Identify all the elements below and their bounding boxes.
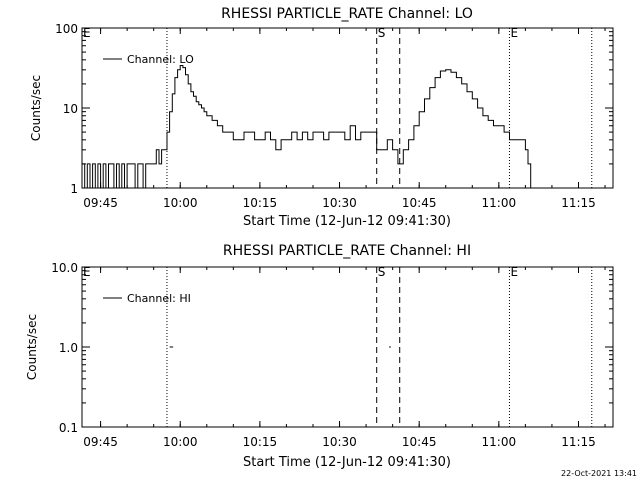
lo-y-tick-label: 1 xyxy=(70,182,78,196)
hi-y-tick-label: 1.0 xyxy=(59,341,78,355)
lo-event-marker-label: S xyxy=(378,26,386,40)
hi-x-axis-label: Start Time (12-Jun-12 09:41:30) xyxy=(243,455,451,470)
lo-chart-title: RHESSI PARTICLE_RATE Channel: LO xyxy=(221,6,473,22)
hi-x-tick-label: 09:45 xyxy=(83,435,118,449)
hi-y-tick-label: 0.1 xyxy=(59,421,78,435)
lo-legend: Channel: LO xyxy=(103,53,194,66)
lo-count-rate-line xyxy=(82,65,532,189)
hi-y-tick-label: 10.0 xyxy=(51,261,78,275)
hi-event-marker-label: E xyxy=(510,265,518,279)
hi-legend: Channel: HI xyxy=(103,292,191,305)
lo-x-tick-label: 10:45 xyxy=(402,196,437,210)
hi-x-tick-label: 11:15 xyxy=(561,435,596,449)
hi-channel-panel: RHESSI PARTICLE_RATE Channel: HI Counts/… xyxy=(25,243,614,470)
hi-event-marker-label: E xyxy=(83,265,91,279)
lo-series-line xyxy=(82,65,532,189)
lo-x-tick-label: 10:30 xyxy=(322,196,357,210)
hi-x-tick-label: 10:00 xyxy=(163,435,198,449)
hi-x-tick-label: 11:00 xyxy=(482,435,517,449)
lo-x-tick-label: 11:00 xyxy=(482,196,517,210)
lo-event-marker-label: E xyxy=(510,26,518,40)
hi-event-marker-label: S xyxy=(378,265,386,279)
hi-axis-ticks: 09:45 10:00 10:15 10:30 10:45 11:00 11:15 0.1 1.… xyxy=(51,261,613,449)
lo-x-tick-label: 10:00 xyxy=(163,196,198,210)
lo-axis-ticks: 09:45 10:00 10:15 10:30 10:45 11:00 11:15 1 10 10… xyxy=(55,22,613,210)
lo-x-tick-label: 10:15 xyxy=(243,196,278,210)
hi-y-axis-label: Counts/sec xyxy=(25,314,39,380)
hi-x-tick-label: 10:45 xyxy=(402,435,437,449)
lo-legend-entry: Channel: LO xyxy=(127,53,194,66)
lo-y-tick-label: 100 xyxy=(55,22,78,36)
hi-chart-title: RHESSI PARTICLE_RATE Channel: HI xyxy=(223,243,471,259)
lo-x-tick-label: 09:45 xyxy=(83,196,118,210)
lo-event-marker-label: E xyxy=(83,26,91,40)
hi-legend-entry: Channel: HI xyxy=(127,292,191,305)
lo-y-tick-label: 10 xyxy=(63,102,78,116)
hi-x-tick-label: 10:15 xyxy=(243,435,278,449)
lo-x-axis-label: Start Time (12-Jun-12 09:41:30) xyxy=(243,214,451,229)
generation-timestamp: 22-Oct-2021 13:41 xyxy=(561,469,637,478)
hi-x-tick-label: 10:30 xyxy=(322,435,357,449)
lo-channel-panel: RHESSI PARTICLE_RATE Channel: LO Counts/… xyxy=(29,6,614,229)
lo-x-tick-label: 11:15 xyxy=(561,196,596,210)
lo-y-axis-label: Counts/sec xyxy=(29,75,43,141)
